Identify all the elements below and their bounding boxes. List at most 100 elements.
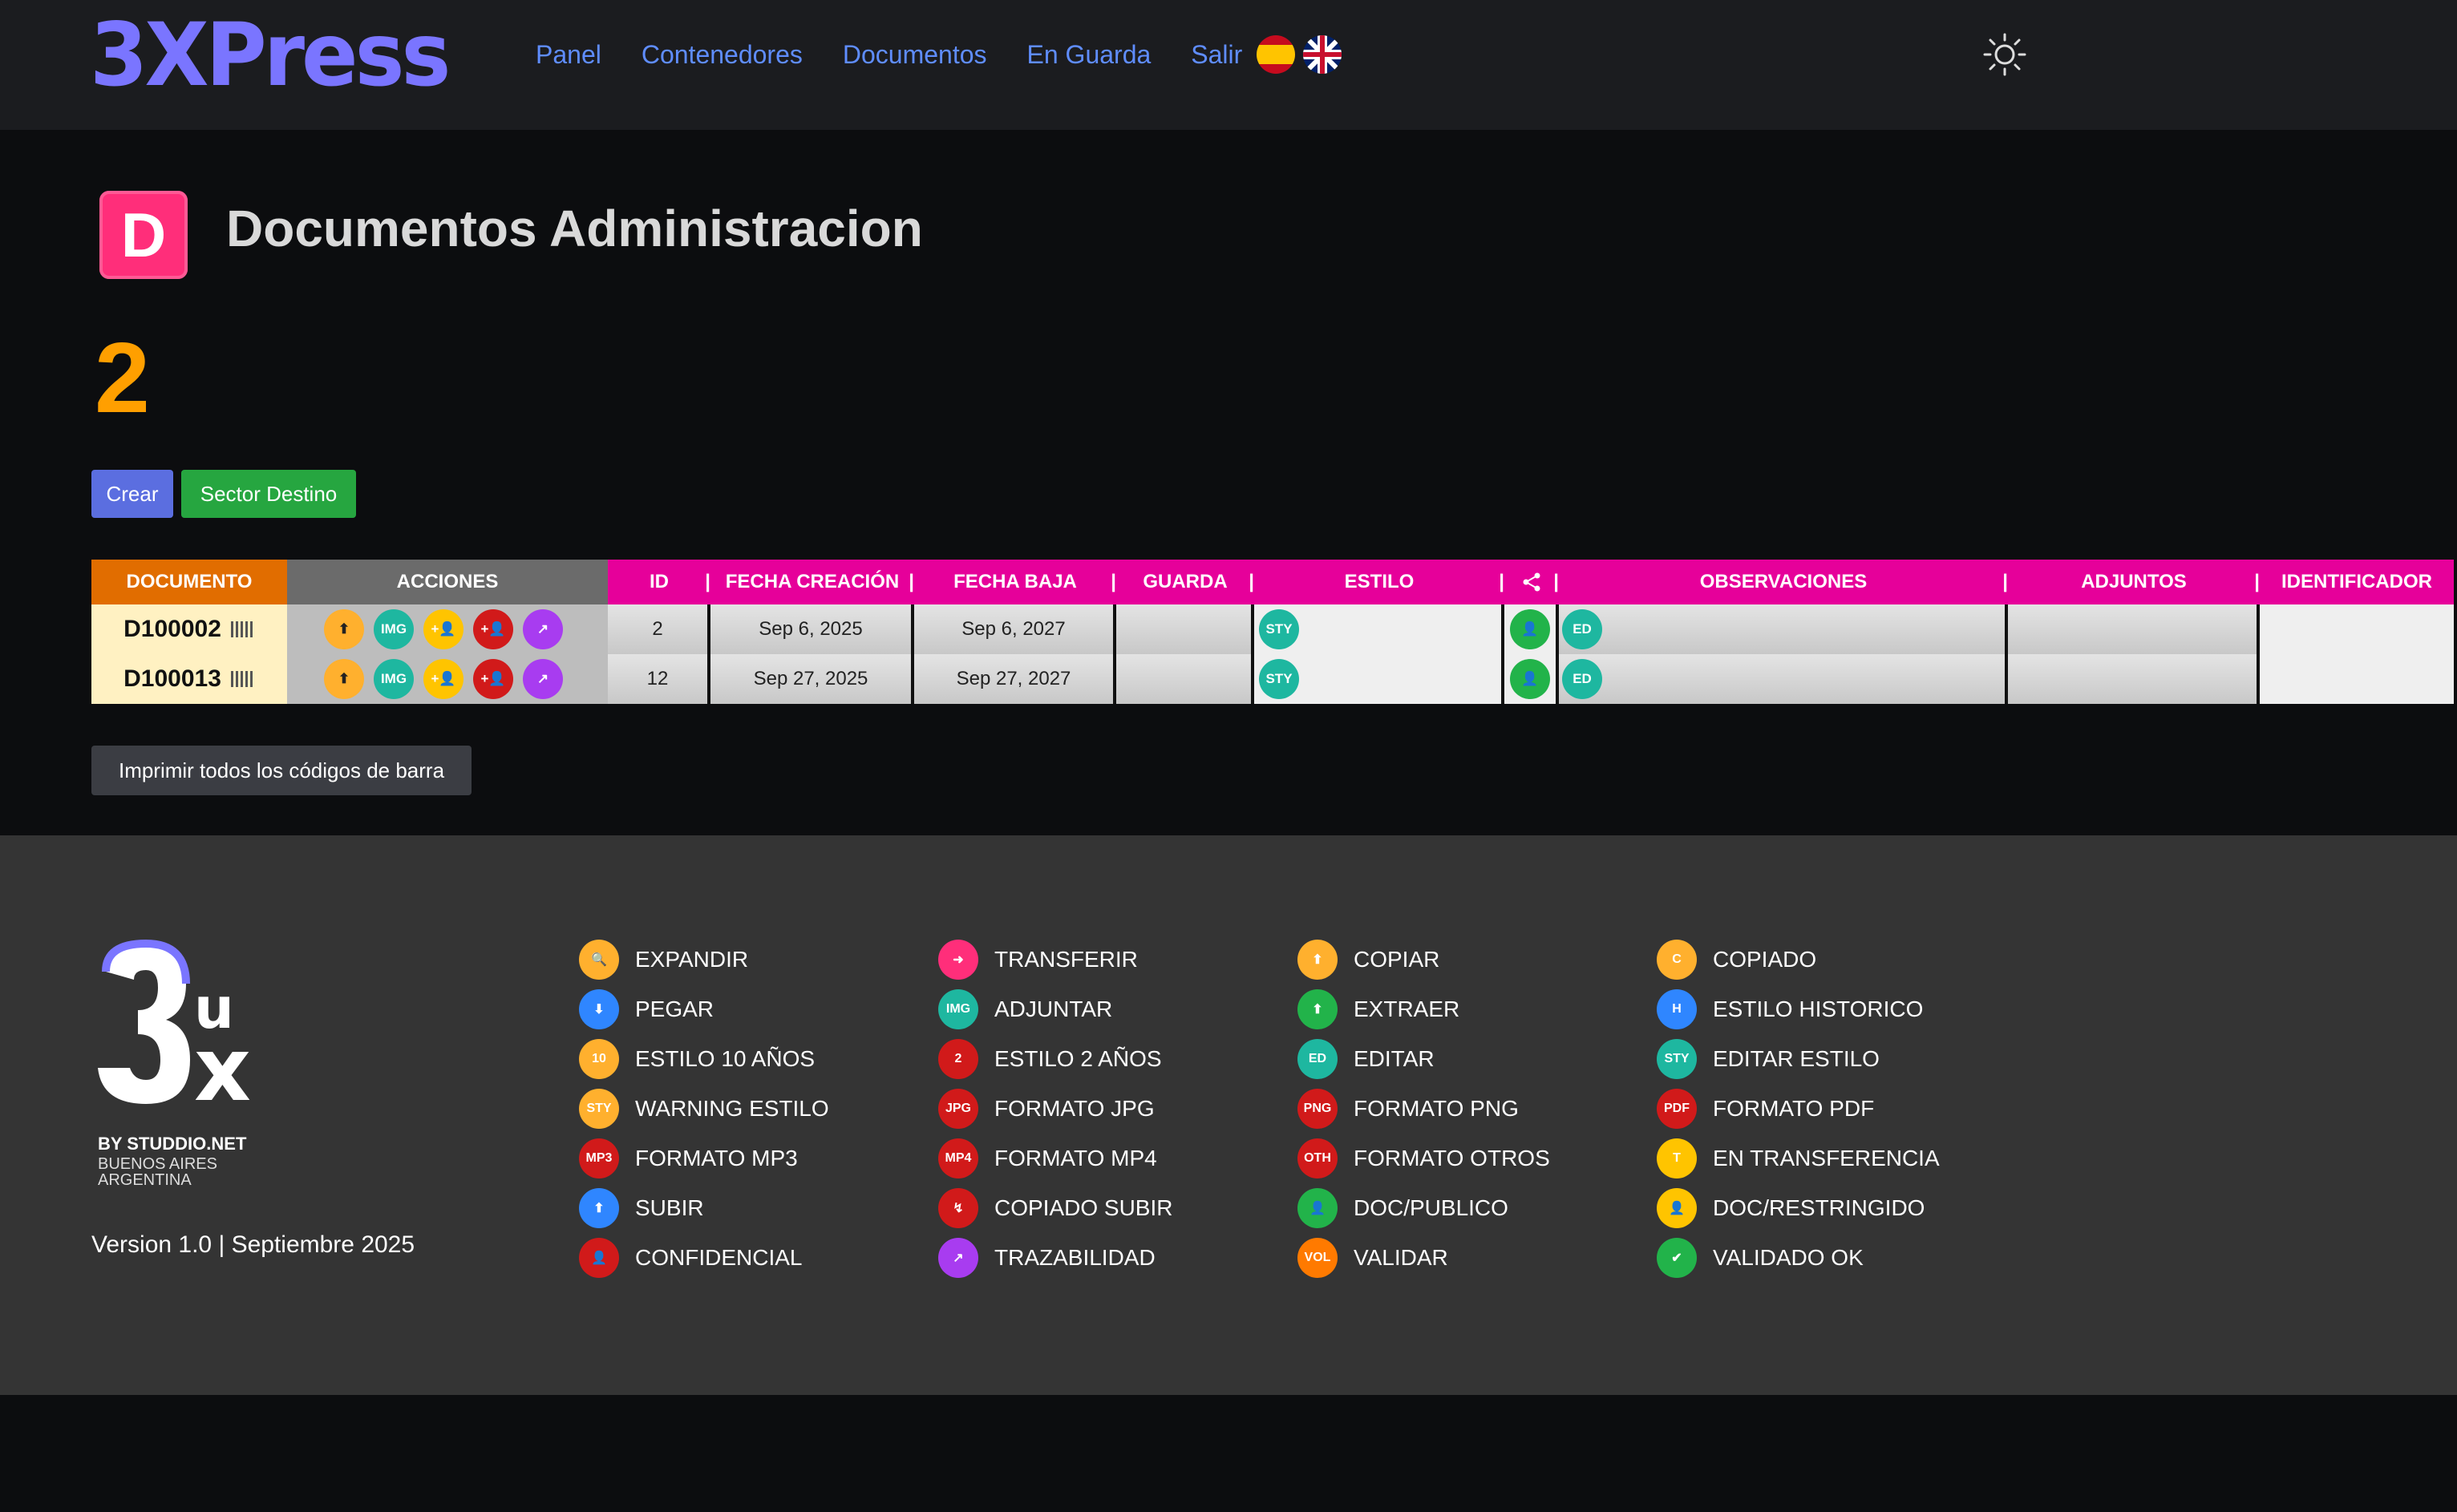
- estilo-cell: STY: [1254, 604, 1504, 654]
- header-acciones: ACCIONES: [287, 560, 608, 604]
- legend-label: FORMATO PNG: [1354, 1096, 1519, 1121]
- footer-city-line2: ARGENTINA: [98, 1171, 192, 1189]
- legend-item: H ESTILO HISTORICO: [1657, 989, 2016, 1029]
- footer-city-line1: BUENOS AIRES: [98, 1155, 217, 1173]
- header-fecha-baja[interactable]: FECHA BAJA: [914, 560, 1116, 604]
- public-user-icon[interactable]: 👤: [1510, 609, 1550, 649]
- document-code-cell[interactable]: D100002: [91, 604, 287, 654]
- legend-label: ADJUNTAR: [994, 997, 1113, 1021]
- header-guarda[interactable]: GUARDA: [1116, 560, 1254, 604]
- legend-label: DOC/RESTRINGIDO: [1713, 1195, 1925, 1220]
- id-cell: 12: [608, 654, 710, 704]
- arrow-up-icon: ⬆: [1297, 940, 1338, 980]
- legend-item: JPG FORMATO JPG: [938, 1089, 1297, 1129]
- app-logo[interactable]: 3XPress: [90, 2, 451, 107]
- share-icon: [1523, 572, 1540, 592]
- warning-style-icon: STY: [579, 1089, 619, 1129]
- legend-item: ↗ TRAZABILIDAD: [938, 1238, 1297, 1278]
- copy-arrow-up-icon[interactable]: ⬆: [324, 659, 364, 699]
- legend-label: FORMATO PDF: [1713, 1096, 1875, 1121]
- legend-label: FORMATO OTROS: [1354, 1146, 1550, 1170]
- actions-cell: ⬆ IMG +👤 +👤 ↗: [287, 654, 608, 704]
- edit-icon[interactable]: ED: [1562, 659, 1602, 699]
- header-fecha-creacion[interactable]: FECHA CREACIÓN: [710, 560, 914, 604]
- jpg-icon: JPG: [938, 1089, 978, 1129]
- legend-label: VALIDADO OK: [1713, 1245, 1864, 1270]
- header-documento[interactable]: DOCUMENTO: [91, 560, 287, 604]
- ten-years-icon: 10: [579, 1039, 619, 1079]
- legend-item: ⬆ EXTRAER: [1297, 989, 1657, 1029]
- upload-icon: ⬆: [579, 1188, 619, 1228]
- search-icon: 🔍: [579, 940, 619, 980]
- legend-label: EDITAR ESTILO: [1713, 1046, 1880, 1071]
- confidential-user-add-icon[interactable]: +👤: [473, 659, 513, 699]
- restricted-user-add-icon[interactable]: +👤: [423, 609, 463, 649]
- icon-legend: 🔍 EXPANDIR ➜ TRANSFERIR ⬆ COPIAR C COPIADO ⬇ PEGA…: [579, 940, 2016, 1278]
- public-user-icon[interactable]: 👤: [1510, 659, 1550, 699]
- footer-by: BY STUDDIO.NET: [98, 1134, 247, 1154]
- mp3-icon: MP3: [579, 1138, 619, 1178]
- nav-link-salir[interactable]: Salir: [1191, 39, 1243, 69]
- header-identificador[interactable]: IDENTIFICADOR: [2260, 560, 2454, 604]
- edit-style-icon[interactable]: STY: [1259, 609, 1299, 649]
- header-observaciones[interactable]: OBSERVACIONES: [1559, 560, 2008, 604]
- footer: x u BY STUDDIO.NET BUENOS AIRES ARGENTIN…: [0, 835, 2457, 1395]
- validate-icon: VOL: [1297, 1238, 1338, 1278]
- pdf-icon: PDF: [1657, 1089, 1697, 1129]
- legend-label: EXPANDIR: [635, 947, 749, 972]
- crear-button[interactable]: Crear: [91, 470, 173, 518]
- document-code-cell[interactable]: D100013: [91, 654, 287, 704]
- barcode-icon[interactable]: [230, 621, 255, 637]
- edit-icon[interactable]: ED: [1562, 609, 1602, 649]
- svg-text:u: u: [194, 976, 234, 1041]
- barcode-icon[interactable]: [230, 671, 255, 687]
- legend-item: STY EDITAR ESTILO: [1657, 1039, 2016, 1079]
- legend-item: PNG FORMATO PNG: [1297, 1089, 1657, 1129]
- legend-item: ⬆ SUBIR: [579, 1188, 938, 1228]
- img-attach-icon[interactable]: IMG: [374, 609, 414, 649]
- legend-label: TRAZABILIDAD: [994, 1245, 1156, 1270]
- confidential-user-icon: 👤: [579, 1238, 619, 1278]
- sun-icon[interactable]: [1981, 30, 2029, 79]
- confidential-user-add-icon[interactable]: +👤: [473, 609, 513, 649]
- trace-icon[interactable]: ↗: [523, 609, 563, 649]
- legend-item: VOL VALIDAR: [1297, 1238, 1657, 1278]
- print-barcodes-button[interactable]: Imprimir todos los códigos de barra: [91, 746, 472, 795]
- spanish-flag-icon[interactable]: [1257, 35, 1296, 74]
- legend-label: EXTRAER: [1354, 997, 1460, 1021]
- legend-item: IMG ADJUNTAR: [938, 989, 1297, 1029]
- edit-style-icon[interactable]: STY: [1259, 659, 1299, 699]
- footer-version: Version 1.0 | Septiembre 2025: [91, 1231, 415, 1258]
- nav-links: Panel Contenedores Documentos En Guarda …: [536, 35, 1350, 74]
- legend-item: T EN TRANSFERENCIA: [1657, 1138, 2016, 1178]
- header-id[interactable]: ID: [608, 560, 710, 604]
- legend-label: TRANSFERIR: [994, 947, 1138, 972]
- copied-upload-icon: ↯: [938, 1188, 978, 1228]
- nav-link-documentos[interactable]: Documentos: [842, 39, 987, 69]
- uk-flag-icon[interactable]: [1303, 35, 1342, 74]
- nav-link-contenedores[interactable]: Contenedores: [641, 39, 803, 69]
- legend-item: 👤 CONFIDENCIAL: [579, 1238, 938, 1278]
- trace-icon[interactable]: ↗: [523, 659, 563, 699]
- nav-link-panel[interactable]: Panel: [536, 39, 601, 69]
- header-adjuntos[interactable]: ADJUNTOS: [2008, 560, 2260, 604]
- baja-date-cell: Sep 27, 2027: [914, 654, 1116, 704]
- table-header: DOCUMENTO ACCIONES ID FECHA CREACIÓN FEC…: [91, 560, 2454, 604]
- restricted-user-add-icon[interactable]: +👤: [423, 659, 463, 699]
- img-attach-icon[interactable]: IMG: [374, 659, 414, 699]
- legend-item: 👤 DOC/PUBLICO: [1297, 1188, 1657, 1228]
- document-count: 2: [95, 323, 150, 434]
- legend-item: 👤 DOC/RESTRINGIDO: [1657, 1188, 2016, 1228]
- table-row: D100013 ⬆ IMG +👤 +👤 ↗ 12 Sep 27, 2025 Se…: [91, 654, 2454, 704]
- sector-destino-button[interactable]: Sector Destino: [181, 470, 356, 518]
- legend-label: SUBIR: [635, 1195, 704, 1220]
- actions-cell: ⬆ IMG +👤 +👤 ↗: [287, 604, 608, 654]
- adjuntos-cell: [2008, 604, 2260, 654]
- copy-arrow-up-icon[interactable]: ⬆: [324, 609, 364, 649]
- share-cell: 👤: [1504, 654, 1559, 704]
- document-code[interactable]: D100002: [123, 616, 221, 642]
- document-code[interactable]: D100013: [123, 665, 221, 692]
- legend-item: 10 ESTILO 10 AÑOS: [579, 1039, 938, 1079]
- header-estilo[interactable]: ESTILO: [1254, 560, 1504, 604]
- nav-link-en-guarda[interactable]: En Guarda: [1026, 39, 1152, 69]
